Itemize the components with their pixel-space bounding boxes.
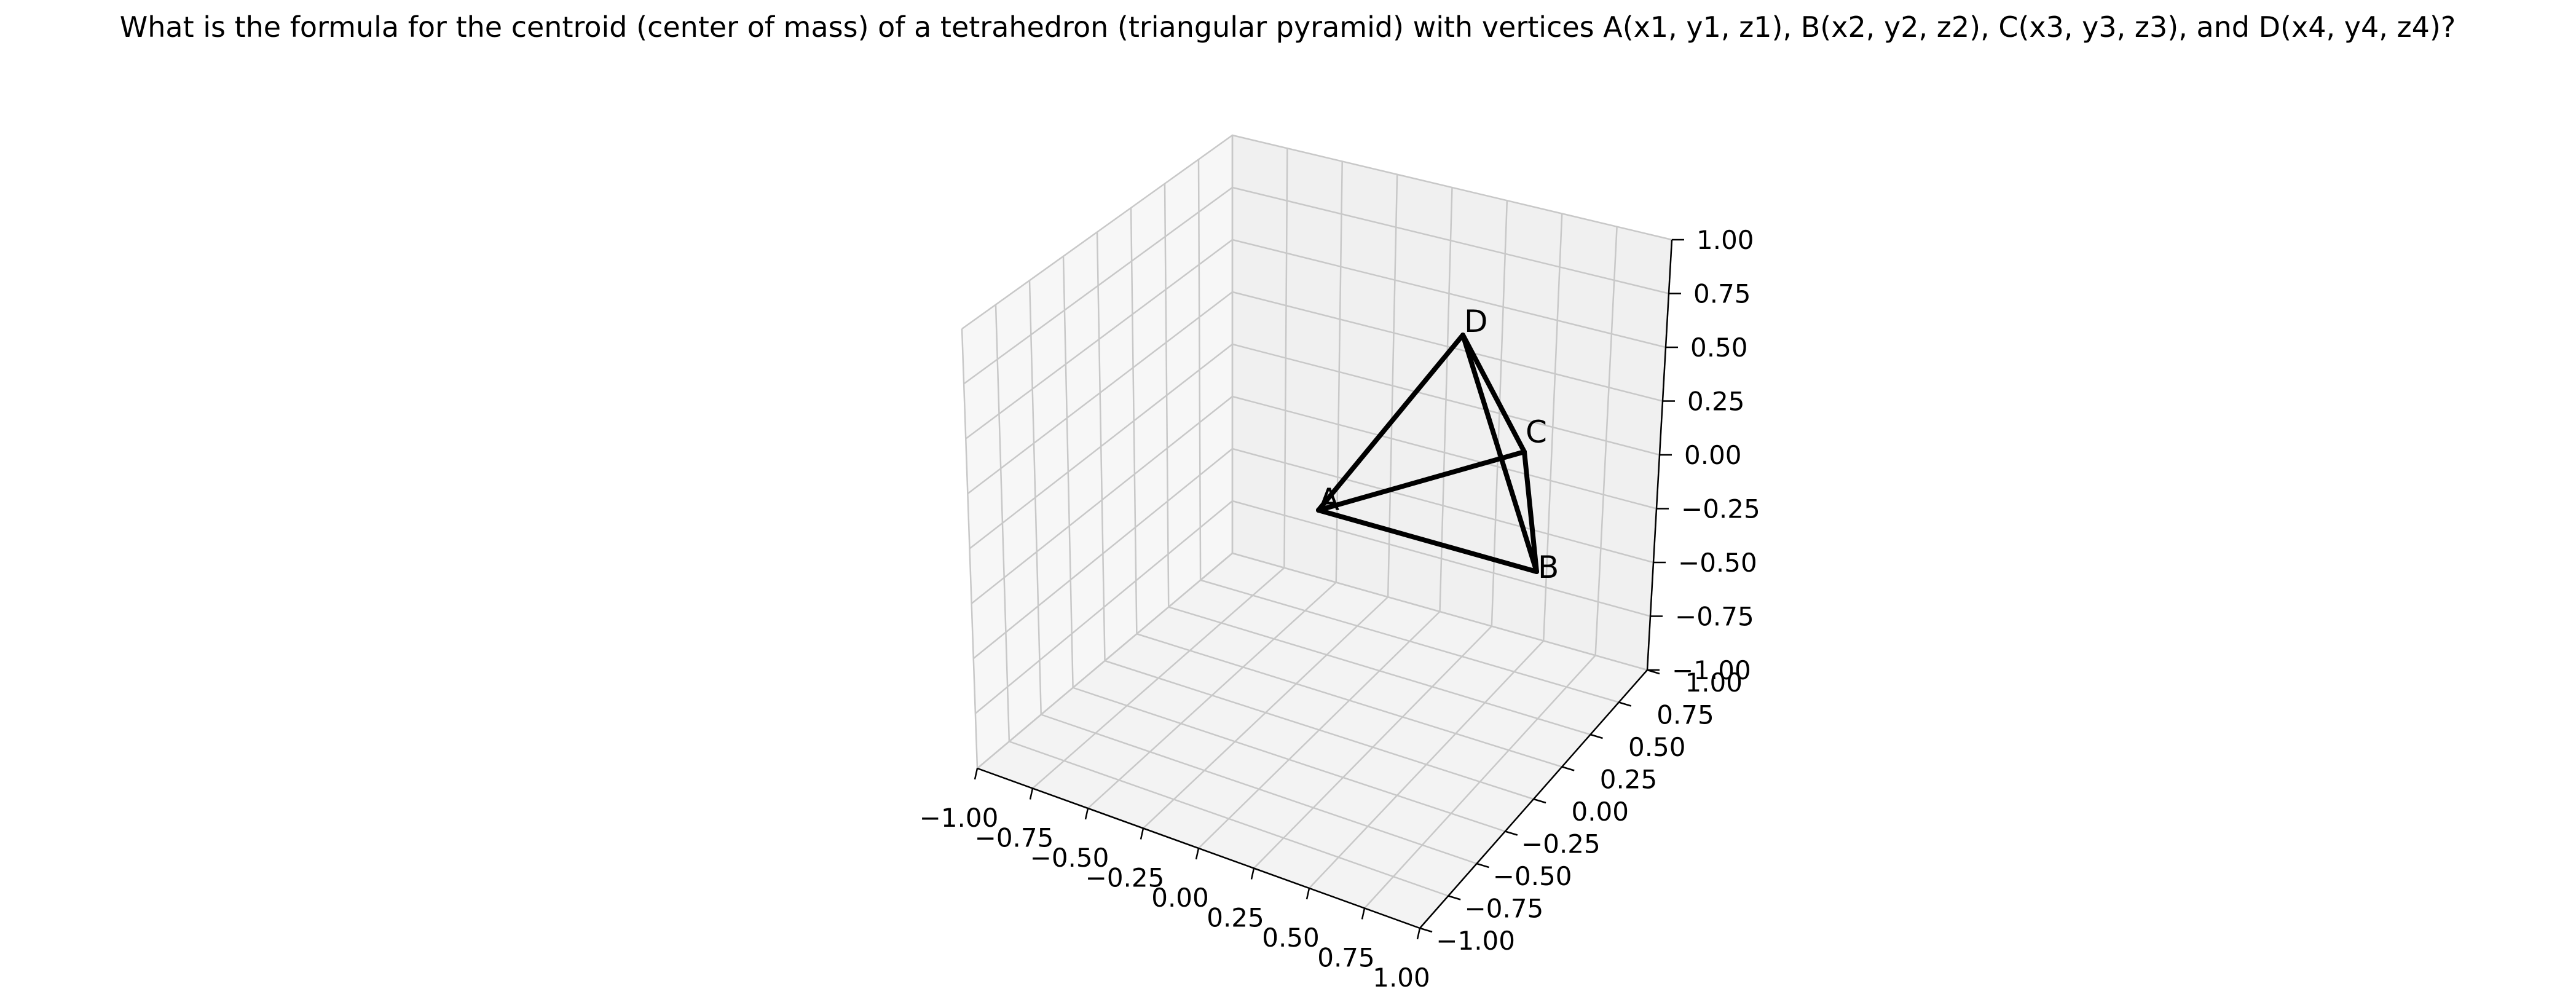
grid-line bbox=[1253, 625, 1492, 869]
grid-line bbox=[1232, 395, 1657, 510]
tick-marks bbox=[974, 238, 1684, 940]
y-tick-mark bbox=[1419, 927, 1433, 933]
z-tick-label: 0.00 bbox=[1684, 440, 1742, 470]
grid-line bbox=[1232, 552, 1648, 671]
grid-line bbox=[1232, 343, 1660, 456]
y-tick-label: 0.25 bbox=[1600, 765, 1658, 795]
vertex-labels: A B C D bbox=[1318, 304, 1559, 585]
x-tick-mark bbox=[1416, 928, 1421, 940]
grid-line bbox=[1364, 655, 1596, 909]
x-axis-tick-labels: −1.00−0.75−0.50−0.250.000.250.500.751.00 bbox=[920, 803, 1430, 993]
z-tick-label: −0.50 bbox=[1678, 548, 1757, 578]
edge-BD bbox=[1460, 333, 1539, 574]
z-tick-label: 1.00 bbox=[1696, 225, 1754, 255]
x-tick-label: 0.50 bbox=[1262, 923, 1320, 953]
x-tick-mark bbox=[1140, 828, 1144, 840]
y-tick-mark bbox=[1476, 862, 1489, 869]
y-tick-label: 0.50 bbox=[1628, 732, 1686, 762]
grid-line bbox=[971, 396, 1233, 604]
grid-line bbox=[972, 448, 1233, 660]
z-tick-label: 0.75 bbox=[1693, 279, 1751, 309]
y-tick-label: 1.00 bbox=[1685, 668, 1743, 698]
grid-line bbox=[1594, 226, 1618, 656]
y-tick-label: 0.00 bbox=[1571, 797, 1629, 827]
y-tick-label: −1.00 bbox=[1436, 926, 1515, 956]
y-tick-mark bbox=[1561, 766, 1575, 771]
grid-line bbox=[1309, 640, 1545, 889]
grid-line bbox=[1232, 447, 1654, 564]
tetrahedron-edges bbox=[1316, 333, 1539, 574]
x-tick-label: 0.00 bbox=[1151, 883, 1209, 913]
edge-AC bbox=[1316, 449, 1527, 513]
z-axis-tick-labels: −1.00 −0.75 −0.50 −0.25 0.00 0.25 0.50 0.75 1.00 bbox=[1672, 225, 1760, 685]
vertex-label-d: D bbox=[1464, 304, 1488, 339]
grid-line bbox=[1232, 500, 1651, 617]
x-tick-mark bbox=[1084, 808, 1089, 820]
grid-line bbox=[1543, 213, 1563, 641]
x-tick-label: −0.50 bbox=[1030, 843, 1109, 873]
grid-lines bbox=[961, 134, 1673, 929]
y-tick-mark bbox=[1448, 895, 1461, 901]
grid-line bbox=[1198, 611, 1441, 849]
x-tick-label: −0.25 bbox=[1085, 863, 1165, 893]
grid-line bbox=[1491, 200, 1508, 626]
vertex-label-a: A bbox=[1318, 482, 1339, 518]
x-tick-mark bbox=[1250, 868, 1255, 880]
x-tick-label: 1.00 bbox=[1373, 963, 1430, 993]
y-tick-label: −0.50 bbox=[1493, 861, 1572, 891]
y-tick-mark bbox=[1505, 830, 1518, 836]
z-tick-label: 0.50 bbox=[1690, 333, 1748, 363]
z-tick-label: −0.75 bbox=[1675, 602, 1754, 632]
grid-line bbox=[1168, 606, 1591, 736]
y-tick-label: −0.75 bbox=[1465, 894, 1544, 924]
edge-CD bbox=[1460, 333, 1527, 454]
grid-line bbox=[1136, 633, 1562, 768]
grid-line bbox=[1197, 159, 1202, 580]
x-tick-label: 0.25 bbox=[1207, 903, 1264, 933]
grid-line bbox=[977, 553, 1233, 769]
edge-BC bbox=[1522, 449, 1539, 574]
z-tick-label: 0.25 bbox=[1687, 387, 1745, 417]
y-tick-mark bbox=[1618, 701, 1632, 707]
vertex-label-c: C bbox=[1526, 414, 1547, 450]
y-tick-label: 0.75 bbox=[1656, 700, 1714, 730]
x-tick-label: 0.75 bbox=[1317, 943, 1375, 973]
x-tick-label: −1.00 bbox=[920, 803, 999, 833]
figure-title: What is the formula for the centroid (ce… bbox=[120, 10, 2456, 44]
y-tick-mark bbox=[1590, 733, 1603, 739]
z-tick-label: −0.25 bbox=[1681, 494, 1760, 524]
grid-line bbox=[975, 500, 1233, 714]
y-tick-label: −0.25 bbox=[1521, 829, 1601, 859]
grid-line bbox=[1130, 208, 1138, 634]
edge-AB bbox=[1316, 508, 1539, 574]
x-tick-label: −0.75 bbox=[975, 823, 1054, 853]
vertex-label-b: B bbox=[1538, 550, 1559, 585]
y-axis-tick-labels: −1.00−0.75−0.50−0.250.000.250.500.751.00 bbox=[1436, 668, 1743, 956]
y-tick-mark bbox=[1533, 798, 1546, 804]
x-tick-mark bbox=[1029, 788, 1034, 800]
x-tick-mark bbox=[1361, 908, 1366, 920]
y-tick-mark bbox=[1647, 669, 1660, 675]
z-tick-label: −1.00 bbox=[1672, 655, 1751, 685]
grid-line bbox=[1200, 579, 1620, 703]
grid-line bbox=[969, 344, 1233, 550]
edge-AD bbox=[1316, 333, 1465, 513]
x-tick-mark bbox=[1195, 848, 1200, 860]
grid-line bbox=[1164, 183, 1170, 607]
x-tick-mark bbox=[974, 768, 979, 780]
x-tick-mark bbox=[1306, 888, 1310, 900]
